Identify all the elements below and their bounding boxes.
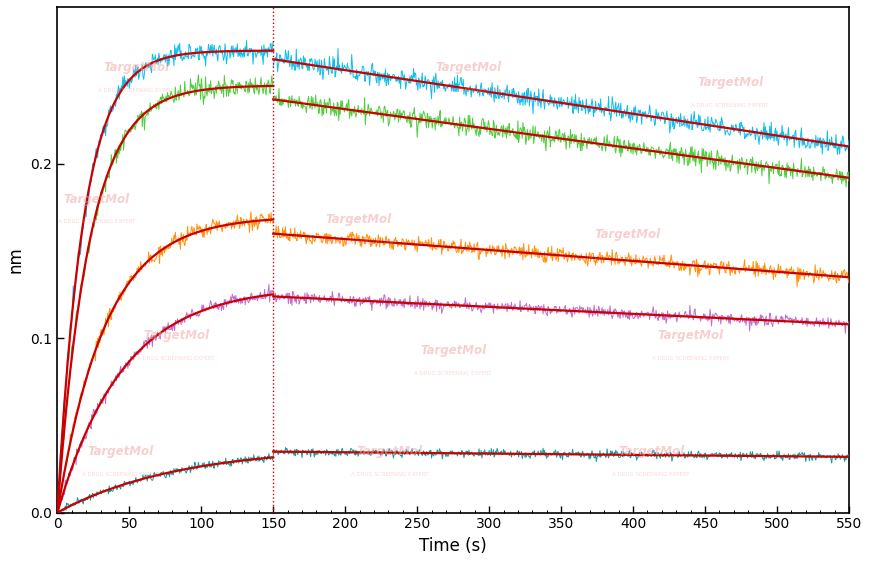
Text: A DRUG SCREENING EXPERT: A DRUG SCREENING EXPERT bbox=[320, 239, 397, 244]
Y-axis label: nm: nm bbox=[7, 246, 25, 273]
Text: TargetMol: TargetMol bbox=[697, 76, 763, 89]
Text: TargetMol: TargetMol bbox=[64, 193, 130, 206]
Text: A DRUG SCREENING EXPERT: A DRUG SCREENING EXPERT bbox=[430, 88, 507, 93]
Text: TargetMol: TargetMol bbox=[88, 446, 154, 459]
Text: TargetMol: TargetMol bbox=[420, 345, 487, 357]
Text: A DRUG SCREENING EXPERT: A DRUG SCREENING EXPERT bbox=[588, 255, 666, 260]
Text: A DRUG SCREENING EXPERT: A DRUG SCREENING EXPERT bbox=[137, 356, 215, 361]
Text: A DRUG SCREENING EXPERT: A DRUG SCREENING EXPERT bbox=[652, 356, 729, 361]
Text: A DRUG SCREENING EXPERT: A DRUG SCREENING EXPERT bbox=[613, 472, 690, 477]
Text: TargetMol: TargetMol bbox=[325, 213, 391, 226]
Text: TargetMol: TargetMol bbox=[594, 228, 660, 241]
Text: A DRUG SCREENING EXPERT: A DRUG SCREENING EXPERT bbox=[58, 219, 136, 224]
Text: TargetMol: TargetMol bbox=[143, 329, 209, 342]
Text: A DRUG SCREENING EXPERT: A DRUG SCREENING EXPERT bbox=[82, 472, 159, 477]
Text: A DRUG SCREENING EXPERT: A DRUG SCREENING EXPERT bbox=[98, 88, 176, 93]
Text: TargetMol: TargetMol bbox=[436, 61, 502, 74]
X-axis label: Time (s): Time (s) bbox=[419, 537, 487, 555]
Text: A DRUG SCREENING EXPERT: A DRUG SCREENING EXPERT bbox=[692, 103, 769, 108]
Text: TargetMol: TargetMol bbox=[658, 329, 724, 342]
Text: TargetMol: TargetMol bbox=[357, 446, 423, 459]
Text: A DRUG SCREENING EXPERT: A DRUG SCREENING EXPERT bbox=[351, 472, 428, 477]
Text: TargetMol: TargetMol bbox=[103, 61, 169, 74]
Text: TargetMol: TargetMol bbox=[618, 446, 684, 459]
Text: A DRUG SCREENING EXPERT: A DRUG SCREENING EXPERT bbox=[415, 371, 492, 376]
